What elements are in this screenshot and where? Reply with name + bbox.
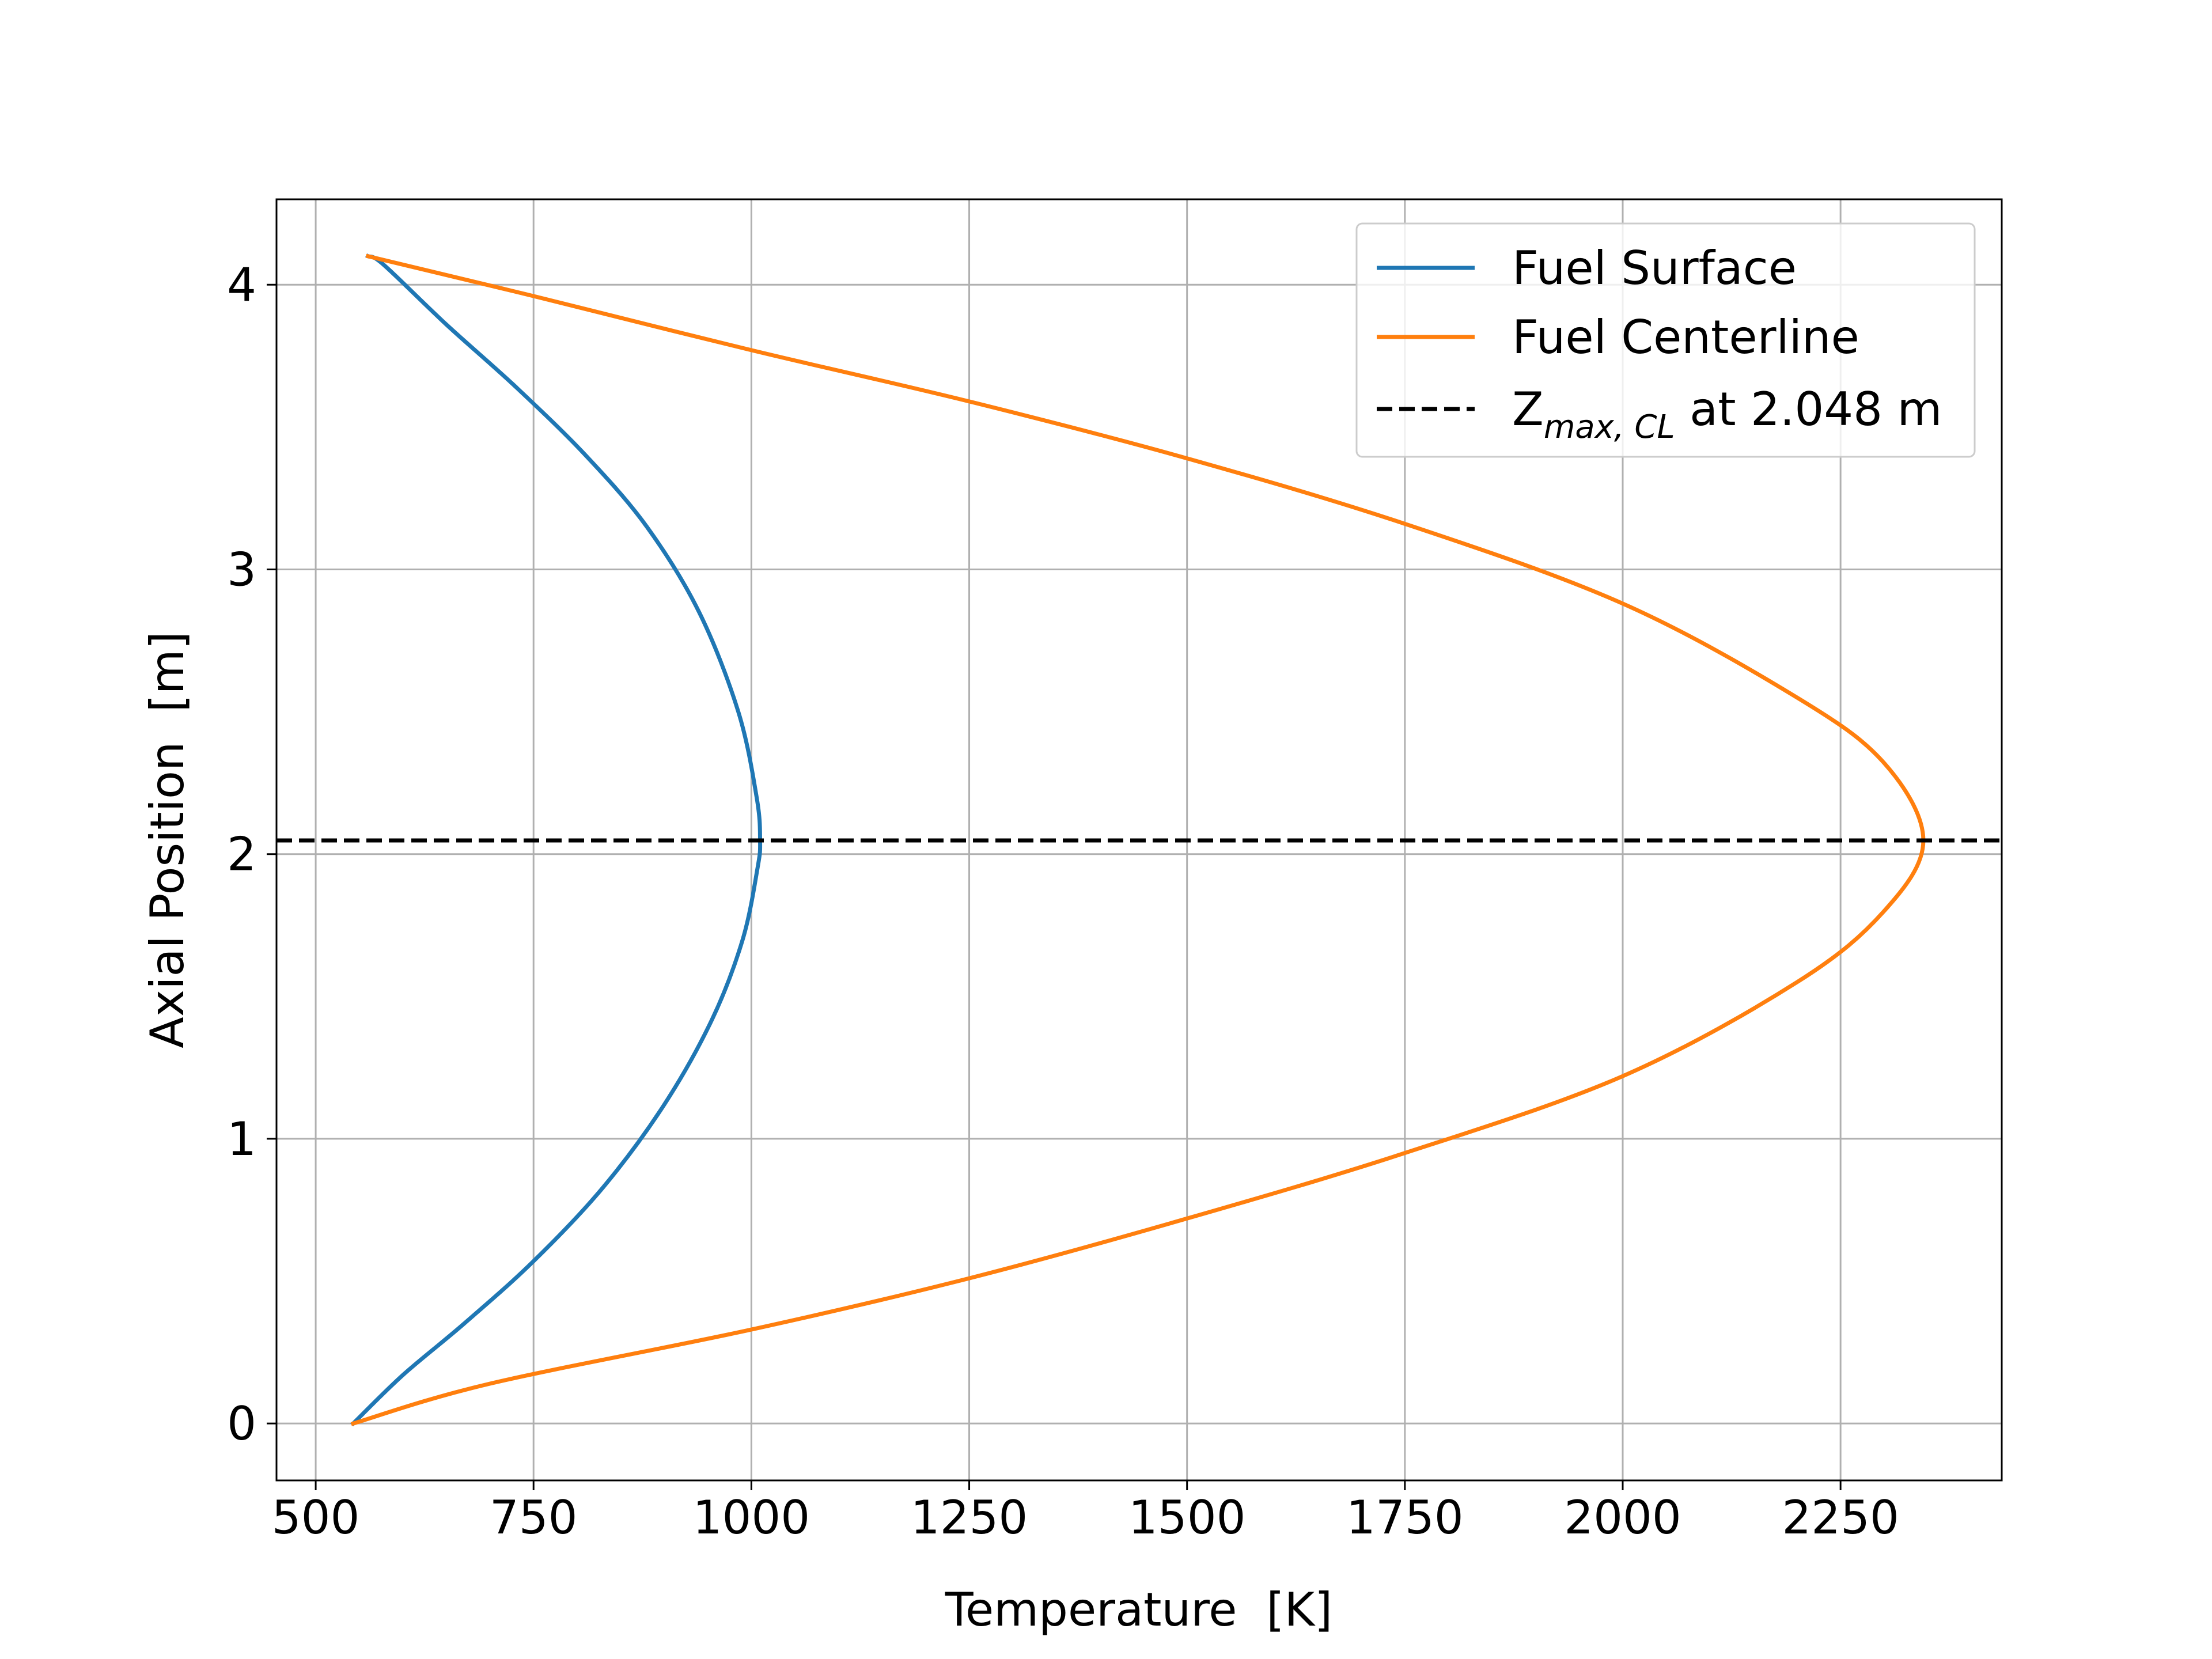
- x-tick-label: 1250: [911, 1491, 1028, 1544]
- y-tick-label: 4: [227, 258, 256, 312]
- y-tick-label: 2: [227, 828, 256, 881]
- y-axis-label: Axial Position [m]: [141, 631, 194, 1048]
- x-tick-label: 1750: [1346, 1491, 1464, 1544]
- x-tick-label: 500: [272, 1491, 360, 1544]
- y-tick-label: 3: [227, 543, 256, 596]
- axis-ticks: 500 750 1000 1250 1500 1750 2000 2250 0 1 2 3 4: [227, 258, 1899, 1544]
- x-tick-label: 750: [490, 1491, 578, 1544]
- plot-frame: [275, 198, 2003, 1482]
- legend-label: Zmax, CL at 2.048 m: [1512, 382, 1942, 446]
- legend: Fuel Surface Fuel Centerline Zmax, CL at 2…: [1355, 222, 1976, 458]
- y-tick-label: 1: [227, 1112, 256, 1166]
- legend-label: Fuel Surface: [1512, 241, 1797, 295]
- x-tick-label: 1500: [1128, 1491, 1246, 1544]
- x-tick-label: 1000: [693, 1491, 810, 1544]
- x-tick-label: 2000: [1564, 1491, 1681, 1544]
- y-tick-label: 0: [227, 1397, 256, 1450]
- x-axis-label: Temperature [K]: [945, 1583, 1333, 1637]
- x-tick-label: 2250: [1782, 1491, 1899, 1544]
- legend-box: [1355, 222, 1976, 458]
- plot-series: [276, 253, 2002, 1427]
- legend-label: Fuel Centerline: [1512, 310, 1859, 364]
